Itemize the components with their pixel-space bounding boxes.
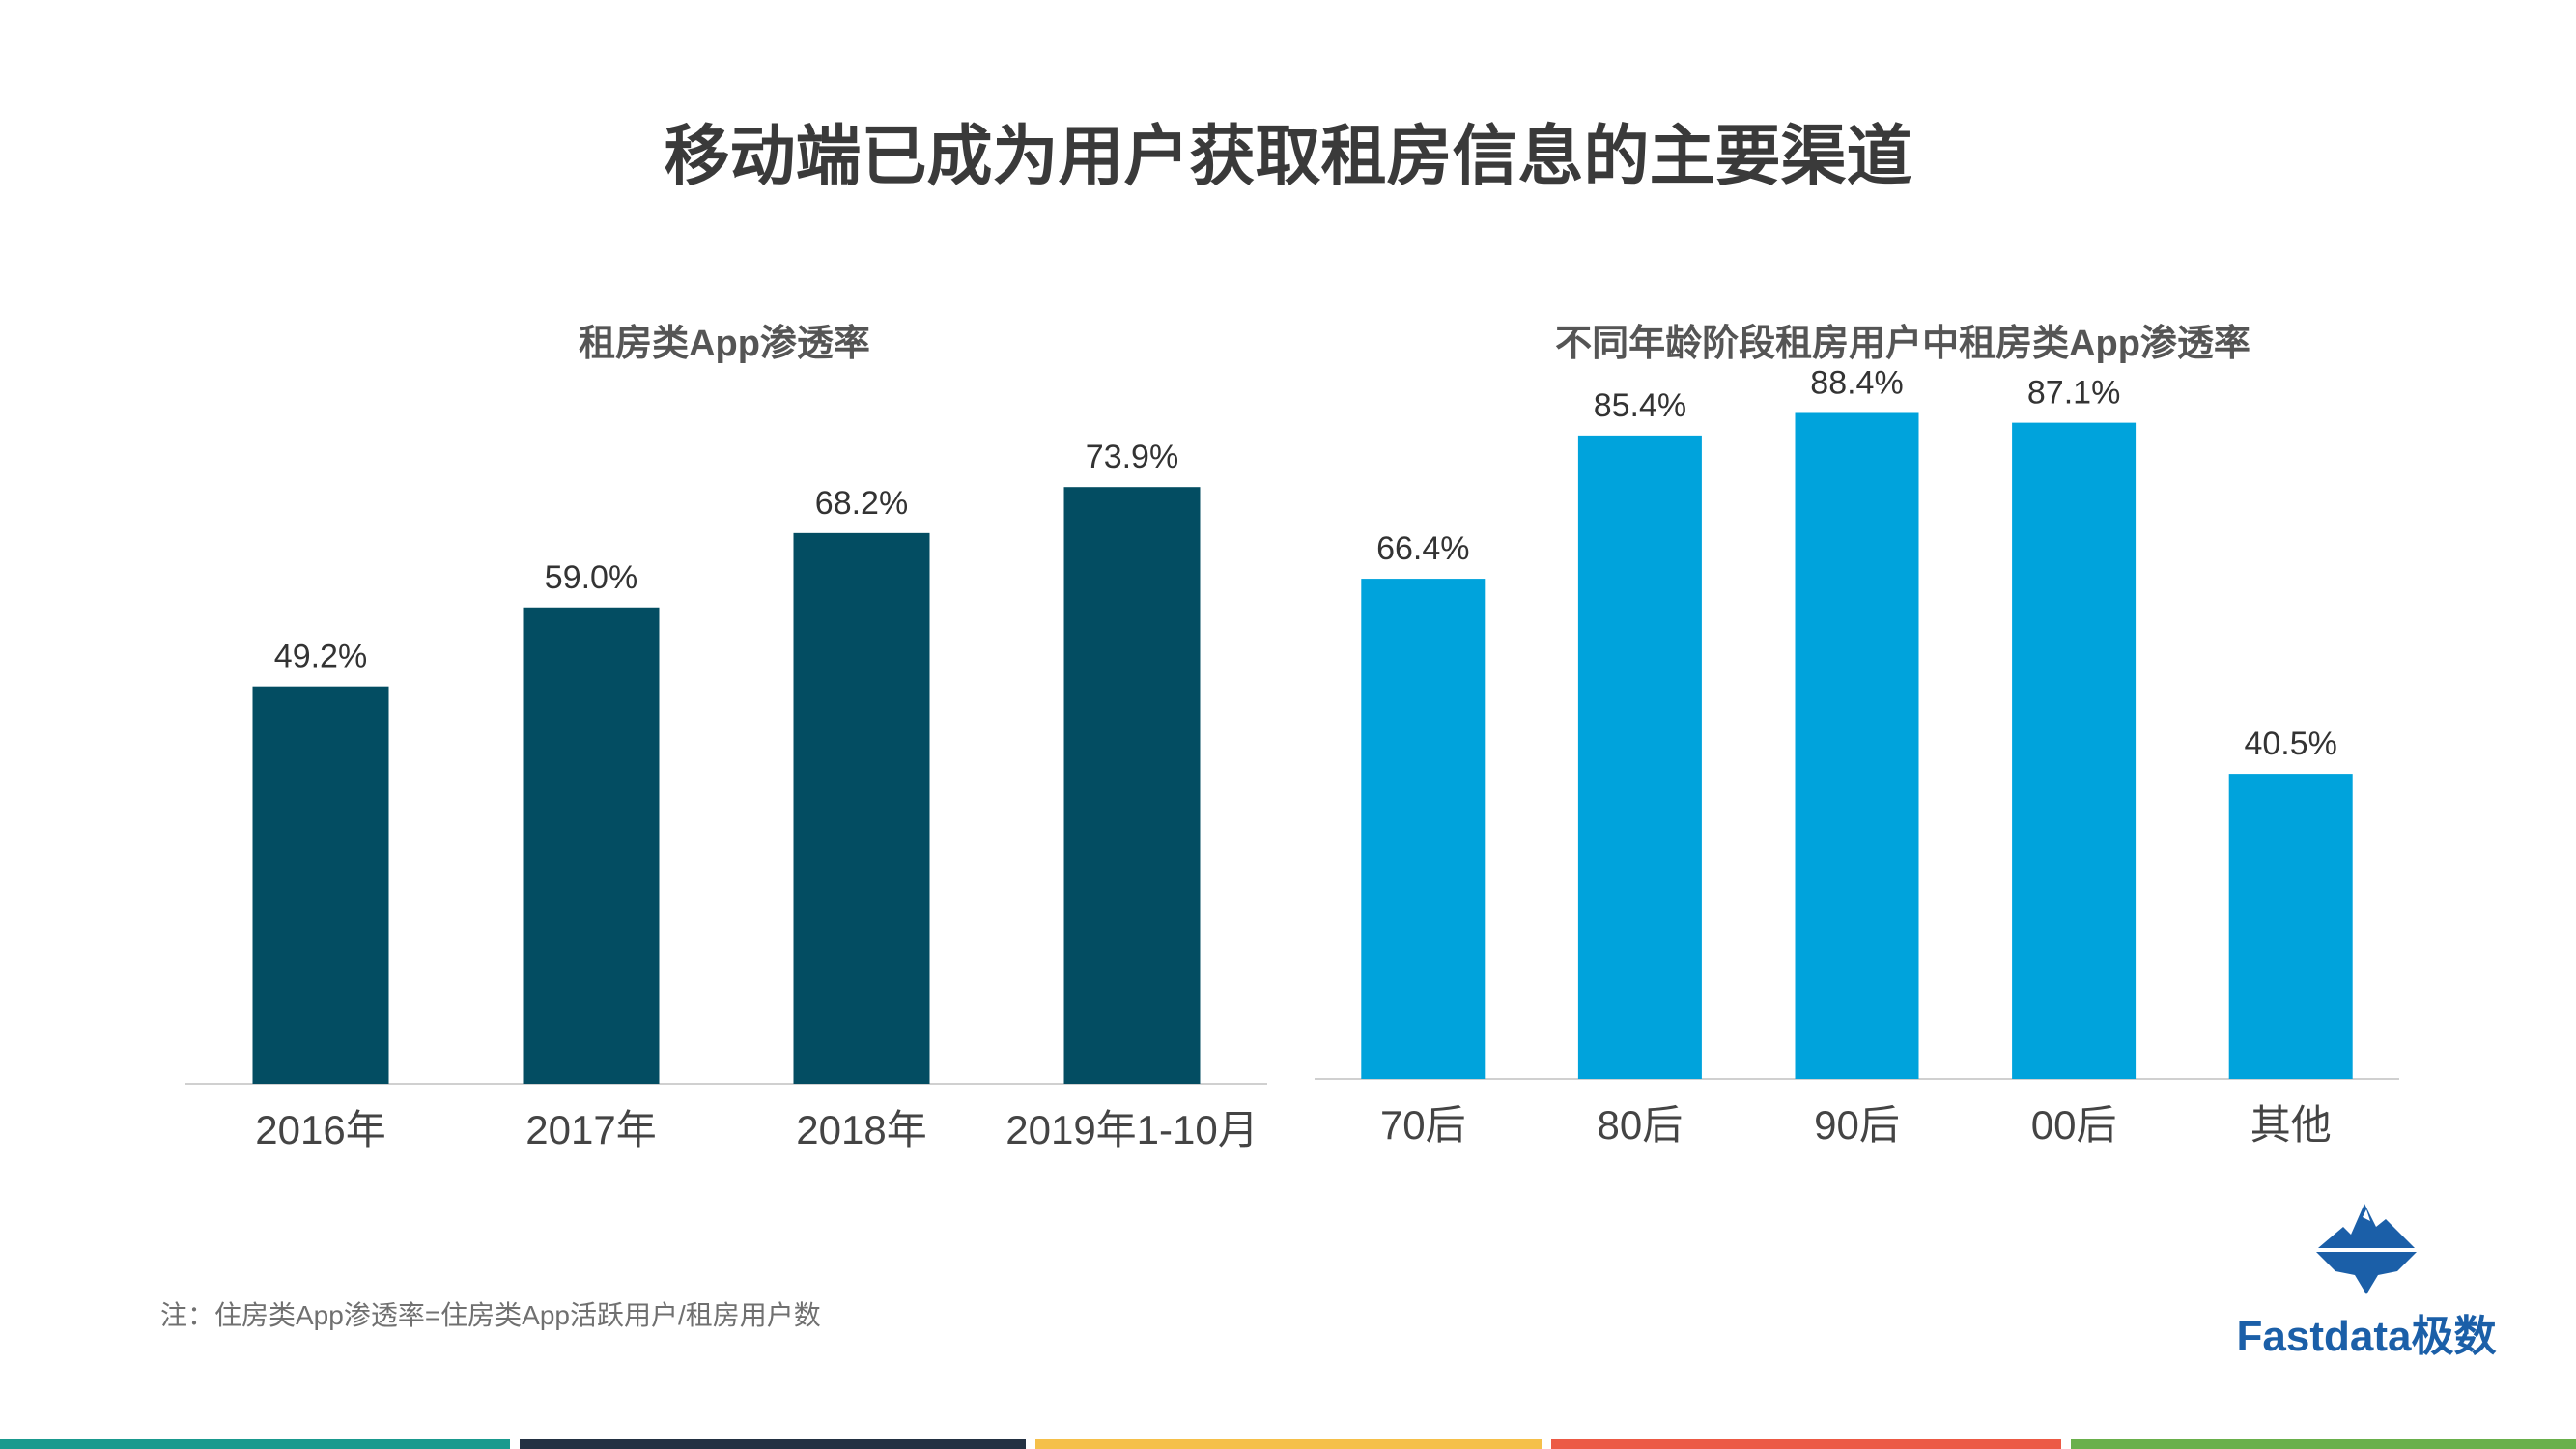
right-tick-label-2: 80后 xyxy=(1598,1102,1684,1148)
left-data-label-4: 73.9% xyxy=(1086,439,1178,475)
right-data-label-2: 85.4% xyxy=(1594,387,1686,424)
page-title: 移动端已成为用户获取租房信息的主要渠道 xyxy=(664,120,1912,193)
left-tick-label-2: 2017年 xyxy=(525,1107,656,1152)
left-tick-label-4: 2019年1-10月 xyxy=(1005,1107,1259,1152)
right-tick-label-4: 00后 xyxy=(2031,1102,2117,1148)
right-data-label-3: 88.4% xyxy=(1810,364,1903,401)
left-tick-label-1: 2016年 xyxy=(255,1107,385,1152)
chart-title-age-penetration: 不同年龄阶段租房用户中租房类App渗透率 xyxy=(1555,324,2250,364)
left-bar-3 xyxy=(793,532,930,1084)
right-bar-4 xyxy=(2012,422,2137,1079)
right-bar-1 xyxy=(1361,579,1486,1079)
footer-stripe-red xyxy=(1551,1439,2061,1449)
logo-text: Fastdata极数 xyxy=(2236,1313,2497,1360)
right-data-label-5: 40.5% xyxy=(2244,725,2336,762)
right-data-label-4: 87.1% xyxy=(2027,375,2120,412)
right-bar-3 xyxy=(1795,412,1919,1080)
left-bar-2 xyxy=(523,607,660,1084)
fastdata-logo: Fastdata极数 xyxy=(2222,1198,2511,1372)
footer-stripe-green xyxy=(2071,1439,2576,1449)
footnote: 注：住房类App渗透率=住房类App活跃用户/租房用户数 xyxy=(160,1300,821,1330)
right-tick-label-3: 90后 xyxy=(1814,1102,1900,1148)
left-bar-4 xyxy=(1063,487,1201,1084)
footer-stripe-yellow xyxy=(1035,1439,1542,1449)
right-tick-label-1: 70后 xyxy=(1380,1102,1466,1148)
iceberg-icon xyxy=(2316,1204,2417,1294)
right-data-label-1: 66.4% xyxy=(1376,530,1469,567)
left-data-label-1: 49.2% xyxy=(274,639,367,675)
footer-stripe-navy xyxy=(520,1439,1026,1449)
right-bar-5 xyxy=(2228,774,2353,1079)
left-bar-1 xyxy=(252,686,389,1084)
right-tick-label-5: 其他 xyxy=(2250,1102,2332,1148)
footer-stripe-teal xyxy=(0,1439,510,1449)
left-tick-label-3: 2018年 xyxy=(796,1107,926,1152)
right-bar-2 xyxy=(1577,435,1702,1079)
chart-title-app-penetration: 租房类App渗透率 xyxy=(579,324,870,364)
left-data-label-3: 68.2% xyxy=(815,485,908,522)
left-data-label-2: 59.0% xyxy=(545,559,637,596)
